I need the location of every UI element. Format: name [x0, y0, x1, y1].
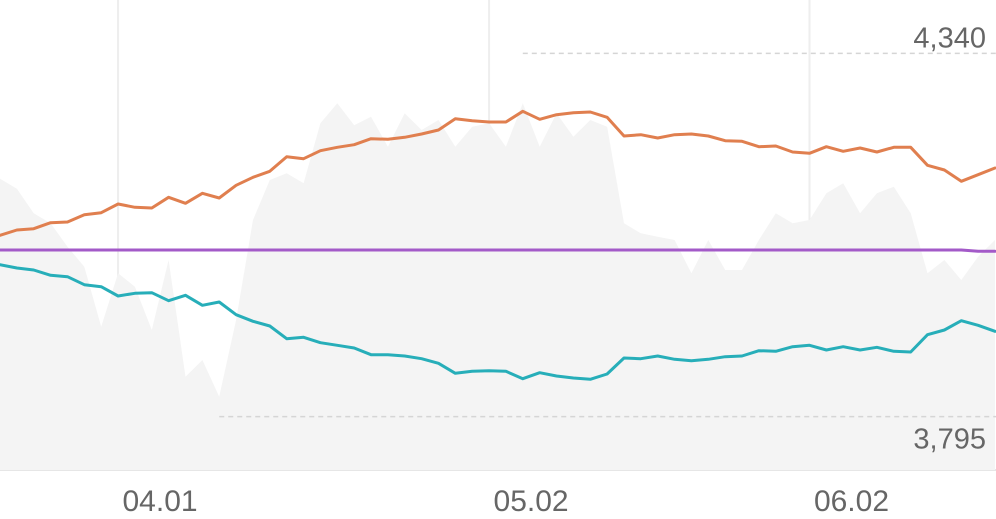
x-tick-label: 06.02	[814, 485, 889, 518]
x-tick-label: 05.02	[494, 485, 569, 518]
background-area-series	[0, 103, 995, 471]
max-value-label: 4,340	[913, 22, 986, 54]
reference-lines	[219, 52, 996, 418]
upper-series-line	[0, 109, 996, 237]
min-value-label: 3,795	[913, 424, 986, 456]
series-layer	[0, 109, 996, 381]
area-layer	[0, 103, 995, 471]
x-tick-label: 04.01	[123, 485, 198, 518]
middle-series-line	[0, 248, 996, 253]
lower-series-line	[0, 263, 996, 381]
text-layer: 4,340 3,795 04.01 05.02 06.02	[123, 22, 986, 518]
